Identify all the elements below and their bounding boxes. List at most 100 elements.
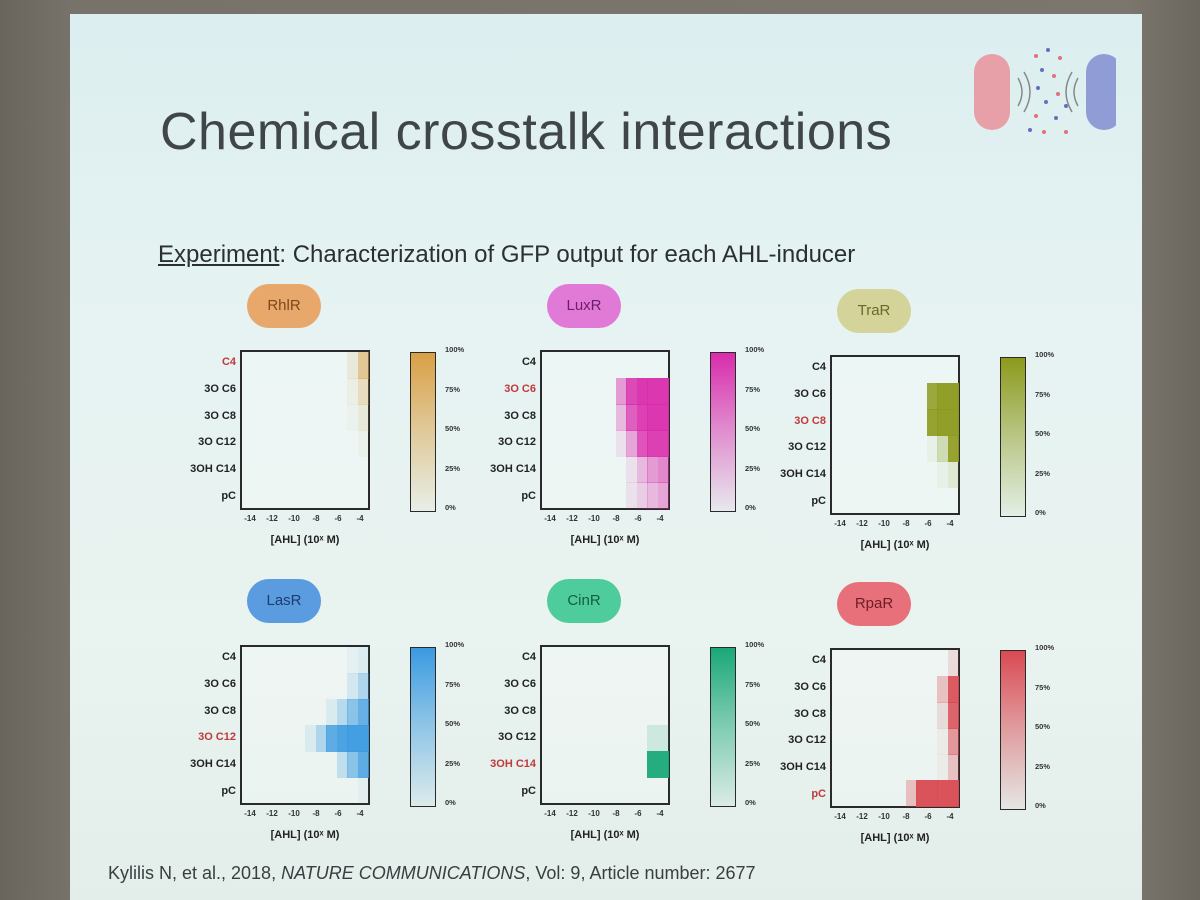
heatmap-cell [347,647,358,674]
row-label-pc: pC [811,494,826,507]
citation-authors: Kylilis N, et al., 2018, [108,863,282,883]
colorbar-tick-label: 25% [445,463,461,473]
citation-journal: NATURE COMMUNICATIONS [281,863,526,883]
colorbar-tick-label: 75% [1035,389,1051,399]
heatmap-cell [926,435,938,462]
quorum-sensing-logo-icon [974,48,1116,134]
heatmap-cell [926,383,938,410]
heatmap-cell [626,378,637,405]
x-axis-label: [AHL] (10ˣ M) [860,832,930,844]
colorbar-tick-label: 25% [745,463,761,473]
heatmap-plot [830,355,960,515]
heatmap-cell [357,404,369,431]
heatmap-cell [947,754,959,781]
colorbar-tick-label: 75% [745,679,761,689]
receptor-label: RhlR [267,297,301,314]
row-label-pc: pC [221,784,236,797]
row-label-3o-c12: 3O C12 [498,731,536,744]
row-label-pc: pC [221,489,236,502]
heatmap-cell [647,725,658,752]
heatmap-panel-rpar: RpaR C4 3O C6 3O C8 3O C12 3OH C14 pC -14 -12 -10… [730,582,1070,844]
citation: Kylilis N, et al., 2018, NATURE COMMUNIC… [108,863,756,884]
heatmap-cell [636,430,648,457]
heatmap-cell [357,725,369,752]
x-tick-label: -12 [566,809,578,818]
row-label-3o-c8: 3O C8 [794,414,826,427]
heatmap-cell [947,676,959,703]
heatmap-cell [636,378,648,405]
row-label-3oh-c14: 3OH C14 [190,463,236,475]
colorbar-tick-label: 75% [745,384,761,394]
row-label-3oh-c14: 3OH C14 [190,758,236,770]
colorbar [1000,357,1026,517]
heatmap-plot [830,648,960,808]
row-label-3o-c6: 3O C6 [204,383,236,395]
receptor-label: LasR [266,592,302,609]
heatmap-panel-luxr: LuxR C4 3O C6 3O C8 3O C12 3OH C14 pC -14 -12 -10… [440,284,780,546]
x-tick-label: -6 [924,812,932,821]
heatmap-plot [240,350,370,510]
heatmap-cell [926,409,938,436]
x-tick-label: -6 [634,809,642,818]
row-label-3o-c8: 3O C8 [504,409,536,422]
heatmap-cell [647,456,658,483]
x-tick-label: -6 [334,514,342,523]
heatmap-cell [305,725,316,752]
receptor-label: TraR [857,302,891,319]
x-tick-label: -10 [588,514,600,523]
row-label-3oh-c14: 3OH C14 [780,761,826,773]
colorbar-tick-label: 0% [445,503,456,512]
x-tick-label: -14 [544,809,556,818]
heatmap-cell [937,676,948,703]
x-tick-label: -6 [634,514,642,523]
colorbar [410,352,436,512]
subtitle-text: : Characterization of GFP output for eac… [279,241,856,268]
receptor-badge-icon [547,579,621,623]
heatmap-plot [540,350,670,510]
heatmap-cell [647,378,658,405]
row-label-3o-c12: 3O C12 [788,441,826,454]
heatmap-cell [347,378,358,405]
row-label-3o-c6: 3O C6 [794,388,826,400]
heatmap-cell [937,435,948,462]
receptor-label: LuxR [566,297,602,314]
heatmap-cell [647,751,658,778]
heatmap-cell [336,699,348,726]
colorbar-tick-label: 50% [445,719,461,728]
slide-subtitle: Experiment: Characterization of GFP outp… [158,241,855,269]
heatmap-panel-lasr: LasR C4 3O C6 3O C8 3O C12 3OH C14 pC -14 -12 -10… [140,579,480,841]
x-tick-label: -12 [266,809,278,818]
x-axis-label: [AHL] (10ˣ M) [570,829,640,841]
colorbar-tick-label: 25% [445,758,461,768]
heatmap-cell [657,378,669,405]
heatmap-cell [937,702,948,729]
row-label-pc: pC [521,784,536,797]
heatmap-cell [357,352,369,379]
row-label-3o-c8: 3O C8 [504,704,536,717]
row-label-c4: C4 [521,356,536,369]
heatmap-cell [636,482,648,509]
heatmap-cell [657,725,669,752]
colorbar-tick-label: 0% [745,503,756,512]
experiment-label: Experiment [158,241,280,268]
row-label-c4: C4 [521,651,536,664]
colorbar-tick-label: 50% [445,424,461,433]
row-label-3o-c8: 3O C8 [204,704,236,717]
heatmap-cell [615,430,627,457]
heatmap-panel-rhlr: RhlR C4 3O C6 3O C8 3O C12 3OH C14 pC -14 -12 -10… [140,284,480,546]
heatmap-cell [347,404,358,431]
heatmap-cell [916,780,927,807]
x-tick-label: -10 [588,809,600,818]
x-axis-label: [AHL] (10ˣ M) [860,539,930,551]
heatmap-panel-cinr: CinR C4 3O C6 3O C8 3O C12 3OH C14 pC -14 -12 -10… [440,579,780,841]
heatmap-cell [947,728,959,755]
heatmap-cell [615,378,627,405]
heatmap-cell [347,699,358,726]
x-tick-label: -8 [902,812,910,821]
heatmap-cell [636,456,648,483]
colorbar-tick-label: 0% [445,798,456,807]
slide: Chemical crosstalk interactions Experime… [70,14,1142,900]
heatmap-cell [315,725,327,752]
colorbar [410,647,436,807]
heatmap-cell [347,725,358,752]
